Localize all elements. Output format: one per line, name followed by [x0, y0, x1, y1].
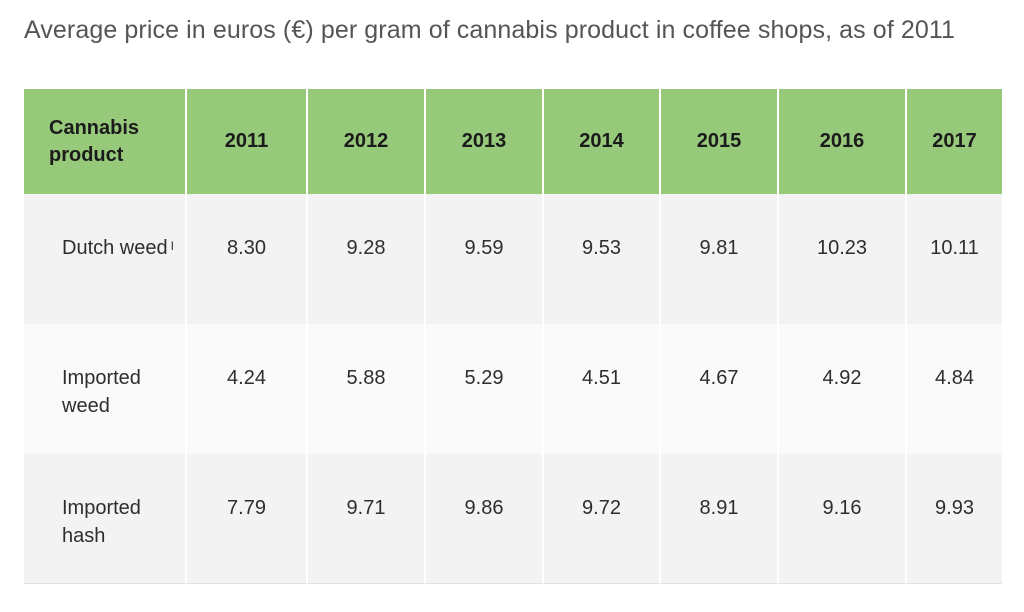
price-cell: 8.30 [187, 194, 308, 324]
price-cell: 9.81 [661, 194, 779, 324]
price-cell: 9.93 [907, 454, 1002, 584]
price-cell: 9.71 [308, 454, 426, 584]
price-cell: 4.67 [661, 324, 779, 454]
price-cell: 4.84 [907, 324, 1002, 454]
price-cell: 5.29 [426, 324, 544, 454]
price-cell: 7.79 [187, 454, 308, 584]
price-cell: 8.91 [661, 454, 779, 584]
header-year: 2015 [661, 89, 779, 194]
price-cell: 4.24 [187, 324, 308, 454]
price-table: Cannabis product 2011 2012 2013 2014 201… [24, 89, 1002, 584]
product-name: Imported hash [62, 497, 141, 547]
product-name: Imported weed [62, 367, 141, 417]
header-year: 2016 [779, 89, 907, 194]
table-row: Imported weed 4.24 5.88 5.29 4.51 4.67 4… [24, 324, 1002, 454]
price-cell: 4.51 [544, 324, 661, 454]
header-year: 2013 [426, 89, 544, 194]
price-cell: 9.59 [426, 194, 544, 324]
header-year: 2017 [907, 89, 1002, 194]
header-year: 2012 [308, 89, 426, 194]
price-cell: 10.23 [779, 194, 907, 324]
product-cell: Imported hash [24, 454, 187, 584]
header-row: Cannabis product 2011 2012 2013 2014 201… [24, 89, 1002, 194]
footnote-marker: I [170, 239, 174, 253]
price-cell: 9.16 [779, 454, 907, 584]
header-year: 2014 [544, 89, 661, 194]
price-cell: 9.28 [308, 194, 426, 324]
table-row: Dutch weed I 8.30 9.28 9.59 9.53 9.81 10.… [24, 194, 1002, 324]
product-name: Dutch weed [62, 237, 168, 259]
header-product: Cannabis product [24, 89, 187, 194]
price-cell: 9.86 [426, 454, 544, 584]
price-cell: 10.11 [907, 194, 1002, 324]
price-cell: 9.72 [544, 454, 661, 584]
price-cell: 5.88 [308, 324, 426, 454]
price-cell: 9.53 [544, 194, 661, 324]
header-year: 2011 [187, 89, 308, 194]
table-caption: Average price in euros (€) per gram of c… [24, 16, 956, 44]
product-cell: Dutch weed I [24, 194, 187, 324]
price-cell: 4.92 [779, 324, 907, 454]
product-cell: Imported weed [24, 324, 187, 454]
table-row: Imported hash 7.79 9.71 9.86 9.72 8.91 9… [24, 454, 1002, 584]
